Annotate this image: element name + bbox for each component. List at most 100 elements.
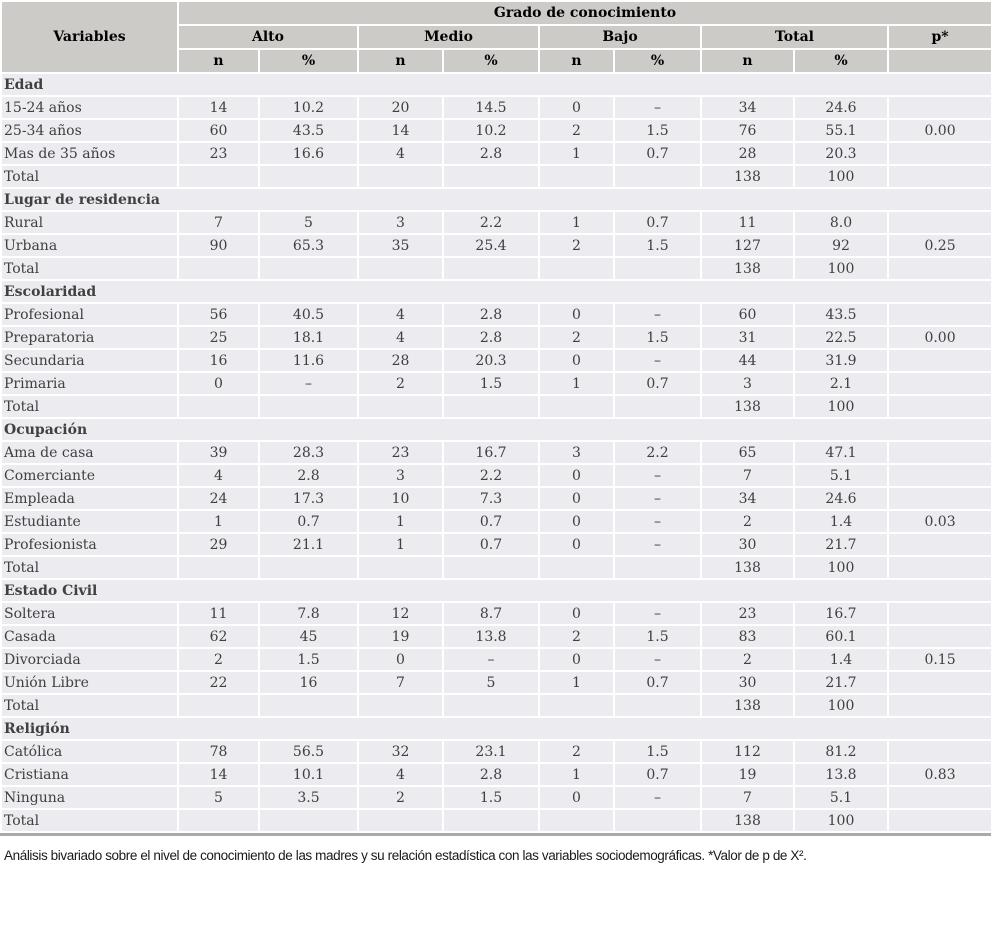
cell-value: 2.2 [442,463,540,488]
cell-value: 112 [700,739,795,764]
cell-value: 47.1 [793,440,889,465]
cell-value [886,532,991,557]
cell-value [886,210,991,235]
cell-value: 0.00 [886,325,991,350]
subheader-p-empty [886,48,991,74]
cell-value: 10.2 [442,118,540,143]
cell-value: 100 [793,555,889,580]
cell-value: 1.5 [442,371,540,396]
cell-value: 1.4 [793,647,889,672]
table-row: Soltera 11 7.8 12 8.7 0–23 16.7 [0,601,991,626]
cell-value: 23 [177,141,260,166]
row-label: Rural [0,210,179,235]
footnote: Análisis bivariado sobre el nivel de con… [4,848,807,863]
row-label: 25-34 años [0,118,179,143]
table-row: Profesional 56 40.5 4 2.8 0–60 43.5 [0,302,991,327]
sociodemographic-table: Variables Grado de conocimiento Alto Med… [0,0,991,833]
cell-value: 29 [177,532,260,557]
cell-value: 3 [357,463,444,488]
cell-value: 10 [357,486,444,511]
cell-value [886,670,991,695]
cell-value: 2 [538,739,615,764]
section-title: Estado Civil [0,578,991,603]
section-title: Lugar de residencia [0,187,991,212]
cell-value: 1.5 [613,325,702,350]
cell-value: 2.8 [442,302,540,327]
cell-value [258,256,359,281]
cell-value: 20 [357,95,444,120]
cell-value: 11 [177,601,260,626]
cell-value: 5 [442,670,540,695]
cell-value: 100 [793,693,889,718]
cell-value [258,693,359,718]
cell-value: 31 [700,325,795,350]
cell-value: 0 [538,302,615,327]
cell-value: – [613,348,702,373]
row-label: Secundaria [0,348,179,373]
cell-value: 34 [700,95,795,120]
cell-value: 0 [538,785,615,810]
cell-value [886,486,991,511]
cell-value: 2.2 [442,210,540,235]
cell-value: 11.6 [258,348,359,373]
cell-value [886,693,991,718]
cell-value: – [258,371,359,396]
subheader-bajo-pct: % [613,48,702,74]
cell-value: 7.3 [442,486,540,511]
table-row: Total 138 100 [0,394,991,419]
cell-value: 0 [538,647,615,672]
row-label: Soltera [0,601,179,626]
section-row: Escolaridad [0,279,991,304]
cell-value: 19 [700,762,795,787]
header-row-groups: Alto Medio Bajo Total p* [1,24,991,50]
cell-value [177,555,260,580]
cell-value: 0.7 [613,762,702,787]
cell-value: – [613,601,702,626]
table-row: Ninguna 5 3.5 2 1.5 0–7 5.1 [0,785,991,810]
cell-value: 0.25 [886,233,991,258]
cell-value [886,95,991,120]
cell-value: 1 [538,371,615,396]
col-header-alto: Alto [177,24,359,50]
cell-value: 11 [700,210,795,235]
cell-value: 4 [177,463,260,488]
cell-value [613,256,702,281]
cell-value [177,256,260,281]
table-row: Empleada 24 17.3 10 7.3 0–34 24.6 [0,486,991,511]
cell-value: 28 [357,348,444,373]
cell-value: 10.1 [258,762,359,787]
cell-value [177,164,260,189]
cell-value: 4 [357,762,444,787]
section-title: Edad [0,72,991,97]
cell-value: 1 [538,670,615,695]
col-header-bajo: Bajo [538,24,702,50]
cell-value: 2.1 [793,371,889,396]
cell-value [886,440,991,465]
cell-value: 0.83 [886,762,991,787]
row-label: Primaria [0,371,179,396]
cell-value: 21.7 [793,670,889,695]
cell-value [886,808,991,833]
cell-value: 22 [177,670,260,695]
header-row-top: Variables Grado de conocimiento [0,0,991,74]
cell-value: 10.2 [258,95,359,120]
row-label: Estudiante [0,509,179,534]
cell-value: 2.8 [258,463,359,488]
table-row: Profesionista 29 21.1 1 0.7 0–30 21.7 [0,532,991,557]
table-row: Urbana 90 65.3 35 25.4 2 1.5 127 92 0.25 [0,233,991,258]
cell-value: 100 [793,256,889,281]
cell-value: 0.7 [613,371,702,396]
table-row: Secundaria 16 11.6 28 20.3 0–44 31.9 [0,348,991,373]
cell-value: 44 [700,348,795,373]
cell-value: 0.15 [886,647,991,672]
subheader-total-pct: % [793,48,889,74]
section-row: Edad [0,72,991,97]
cell-value [613,808,702,833]
cell-value [177,693,260,718]
table-row: 25-34 años 60 43.5 14 10.2 2 1.5 76 55.1 0.00 [0,118,991,143]
cell-value: 40.5 [258,302,359,327]
cell-value: 30 [700,670,795,695]
cell-value: – [613,509,702,534]
cell-value [886,302,991,327]
cell-value: 76 [700,118,795,143]
